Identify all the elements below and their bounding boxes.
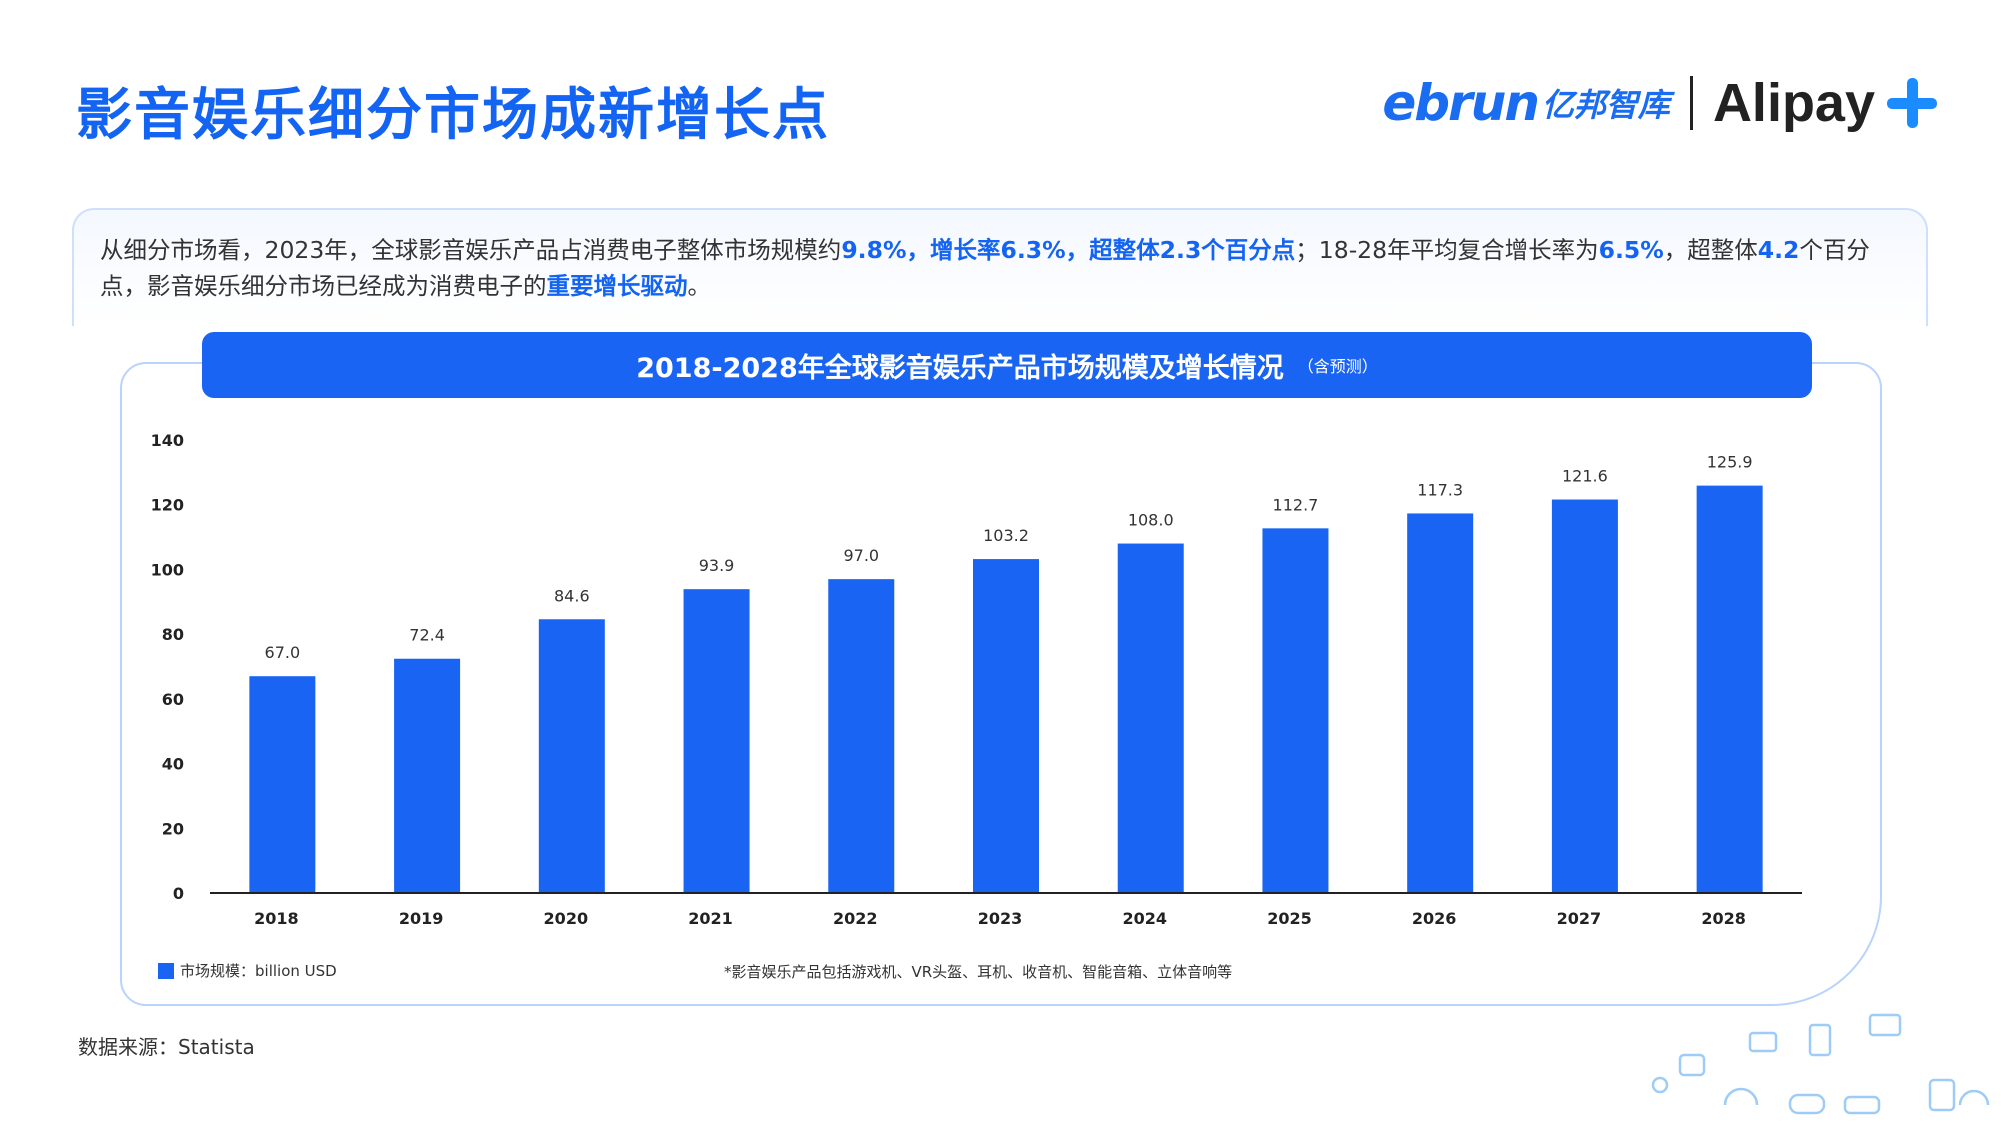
data-label-2028: 125.9 xyxy=(1707,453,1753,472)
x-tick-label-2022: 2022 xyxy=(833,909,878,928)
chart-title: 2018-2028年全球影音娱乐产品市场规模及增长情况 xyxy=(636,352,1284,384)
x-tick-label-2026: 2026 xyxy=(1412,909,1457,928)
x-tick-label-2024: 2024 xyxy=(1122,909,1167,928)
bar-2023 xyxy=(973,559,1039,893)
bar-2027 xyxy=(1551,499,1618,893)
y-tick-label: 100 xyxy=(151,560,184,579)
summary-highlight-3: 4.2 xyxy=(1757,236,1800,264)
plus-icon xyxy=(1887,78,1937,128)
bar-2022 xyxy=(828,579,895,893)
summary-text-2: ；18-28年平均复合增长率为 xyxy=(1295,236,1599,264)
y-axis: 0 20 40 60 80 100 120 140 xyxy=(151,431,184,903)
data-label-2024: 108.0 xyxy=(1128,511,1174,530)
legend-swatch xyxy=(158,962,174,979)
bar-2028 xyxy=(1696,485,1763,893)
chart-footnote: *影音娱乐产品包括游戏机、VR头盔、耳机、收音机、智能音箱、立体音响等 xyxy=(724,963,1233,981)
bar-2021 xyxy=(683,589,750,893)
y-tick-label: 120 xyxy=(151,496,184,515)
data-label-2019: 72.4 xyxy=(409,626,445,645)
bar-2019 xyxy=(394,658,461,893)
x-tick-label-2019: 2019 xyxy=(399,909,444,928)
summary-text-5: 。 xyxy=(687,272,712,300)
disc-icon xyxy=(1651,1076,1669,1094)
data-label-2022: 97.0 xyxy=(843,546,879,565)
summary-highlight-4: 重要增长驱动 xyxy=(546,272,688,300)
y-tick-label: 140 xyxy=(151,431,184,450)
headphones-icon xyxy=(1723,1087,1759,1106)
bar-2026 xyxy=(1407,513,1474,893)
ebrun-logo-cn: 亿邦智库 xyxy=(1541,86,1670,124)
radio-icon xyxy=(1748,1031,1778,1053)
data-label-2027: 121.6 xyxy=(1562,467,1608,486)
x-tick-label-2021: 2021 xyxy=(688,909,733,928)
page-title: 影音娱乐细分市场成新增长点 xyxy=(76,83,830,148)
x-tick-label-2027: 2027 xyxy=(1557,909,1602,928)
ebrun-logo: ebrun xyxy=(1382,74,1540,132)
speaker-icon xyxy=(1928,1078,1956,1112)
summary-highlight-1: 9.8%，增长率6.3%，超整体2.3个百分点 xyxy=(841,236,1296,264)
y-tick-label: 60 xyxy=(162,690,184,709)
x-tick-label-2023: 2023 xyxy=(978,909,1023,928)
camera-icon xyxy=(1678,1053,1706,1077)
y-tick-label: 0 xyxy=(173,884,184,903)
legend: 市场规模：billion USD xyxy=(158,960,337,981)
data-label-2020: 84.6 xyxy=(554,586,590,605)
x-axis: 2018 2019 2020 2021 2022 2023 2024 2025 2026 2027… xyxy=(210,892,1802,928)
chart-banner: 2018-2028年全球影音娱乐产品市场规模及增长情况 （含预测） xyxy=(202,332,1812,398)
chart-subtitle: （含预测） xyxy=(1297,357,1378,376)
console-icon xyxy=(1868,1013,1902,1037)
gamepad-icon xyxy=(1788,1093,1826,1115)
x-tick-label-2018: 2018 xyxy=(254,909,299,928)
legend-label: 市场规模：billion USD xyxy=(180,962,337,980)
summary-panel: 从细分市场看，2023年，全球影音娱乐产品占消费电子整体市场规模约9.8%，增长… xyxy=(72,208,1928,326)
earphone-icon xyxy=(1958,1089,1990,1106)
summary-text-4: 个百分点，影音娱乐细分市场已经成为消费电子的 xyxy=(100,236,1870,300)
summary-text-3: ，超整体 xyxy=(1663,236,1758,264)
y-tick-label: 20 xyxy=(162,819,184,838)
vr-headset-icon xyxy=(1843,1095,1881,1115)
x-tick-label-2020: 2020 xyxy=(544,909,589,928)
y-tick-label: 40 xyxy=(162,755,184,774)
data-label-2018: 67.0 xyxy=(265,643,301,662)
bars: 67.0 72.4 84.6 93.9 97.0 103.2 108.0 112.7 117.3… xyxy=(249,453,1763,893)
device-icons-decoration xyxy=(1651,1013,1990,1115)
y-tick-label: 80 xyxy=(162,625,184,644)
summary-text: 从细分市场看，2023年，全球影音娱乐产品占消费电子整体市场规模约9.8%，增长… xyxy=(100,232,1910,304)
data-source: 数据来源：Statista xyxy=(78,1035,255,1059)
logo-group: ebrun 亿邦智库 Alipay xyxy=(1382,72,1937,134)
summary-highlight-2: 6.5% xyxy=(1598,236,1664,264)
alipay-logo: Alipay xyxy=(1712,73,1875,133)
data-label-2023: 103.2 xyxy=(983,526,1029,545)
bar-2018 xyxy=(249,676,316,893)
bar-2024 xyxy=(1117,543,1184,893)
data-label-2025: 112.7 xyxy=(1273,495,1319,514)
logo-divider xyxy=(1689,76,1693,130)
x-tick-label-2028: 2028 xyxy=(1701,909,1746,928)
x-tick-label-2025: 2025 xyxy=(1267,909,1312,928)
data-label-2021: 93.9 xyxy=(699,556,735,575)
bar-2025 xyxy=(1262,528,1329,893)
summary-text-1: 从细分市场看，2023年，全球影音娱乐产品占消费电子整体市场规模约 xyxy=(100,236,842,264)
bar-2020 xyxy=(538,619,605,893)
data-label-2026: 117.3 xyxy=(1417,480,1463,499)
phone-icon xyxy=(1808,1023,1832,1057)
